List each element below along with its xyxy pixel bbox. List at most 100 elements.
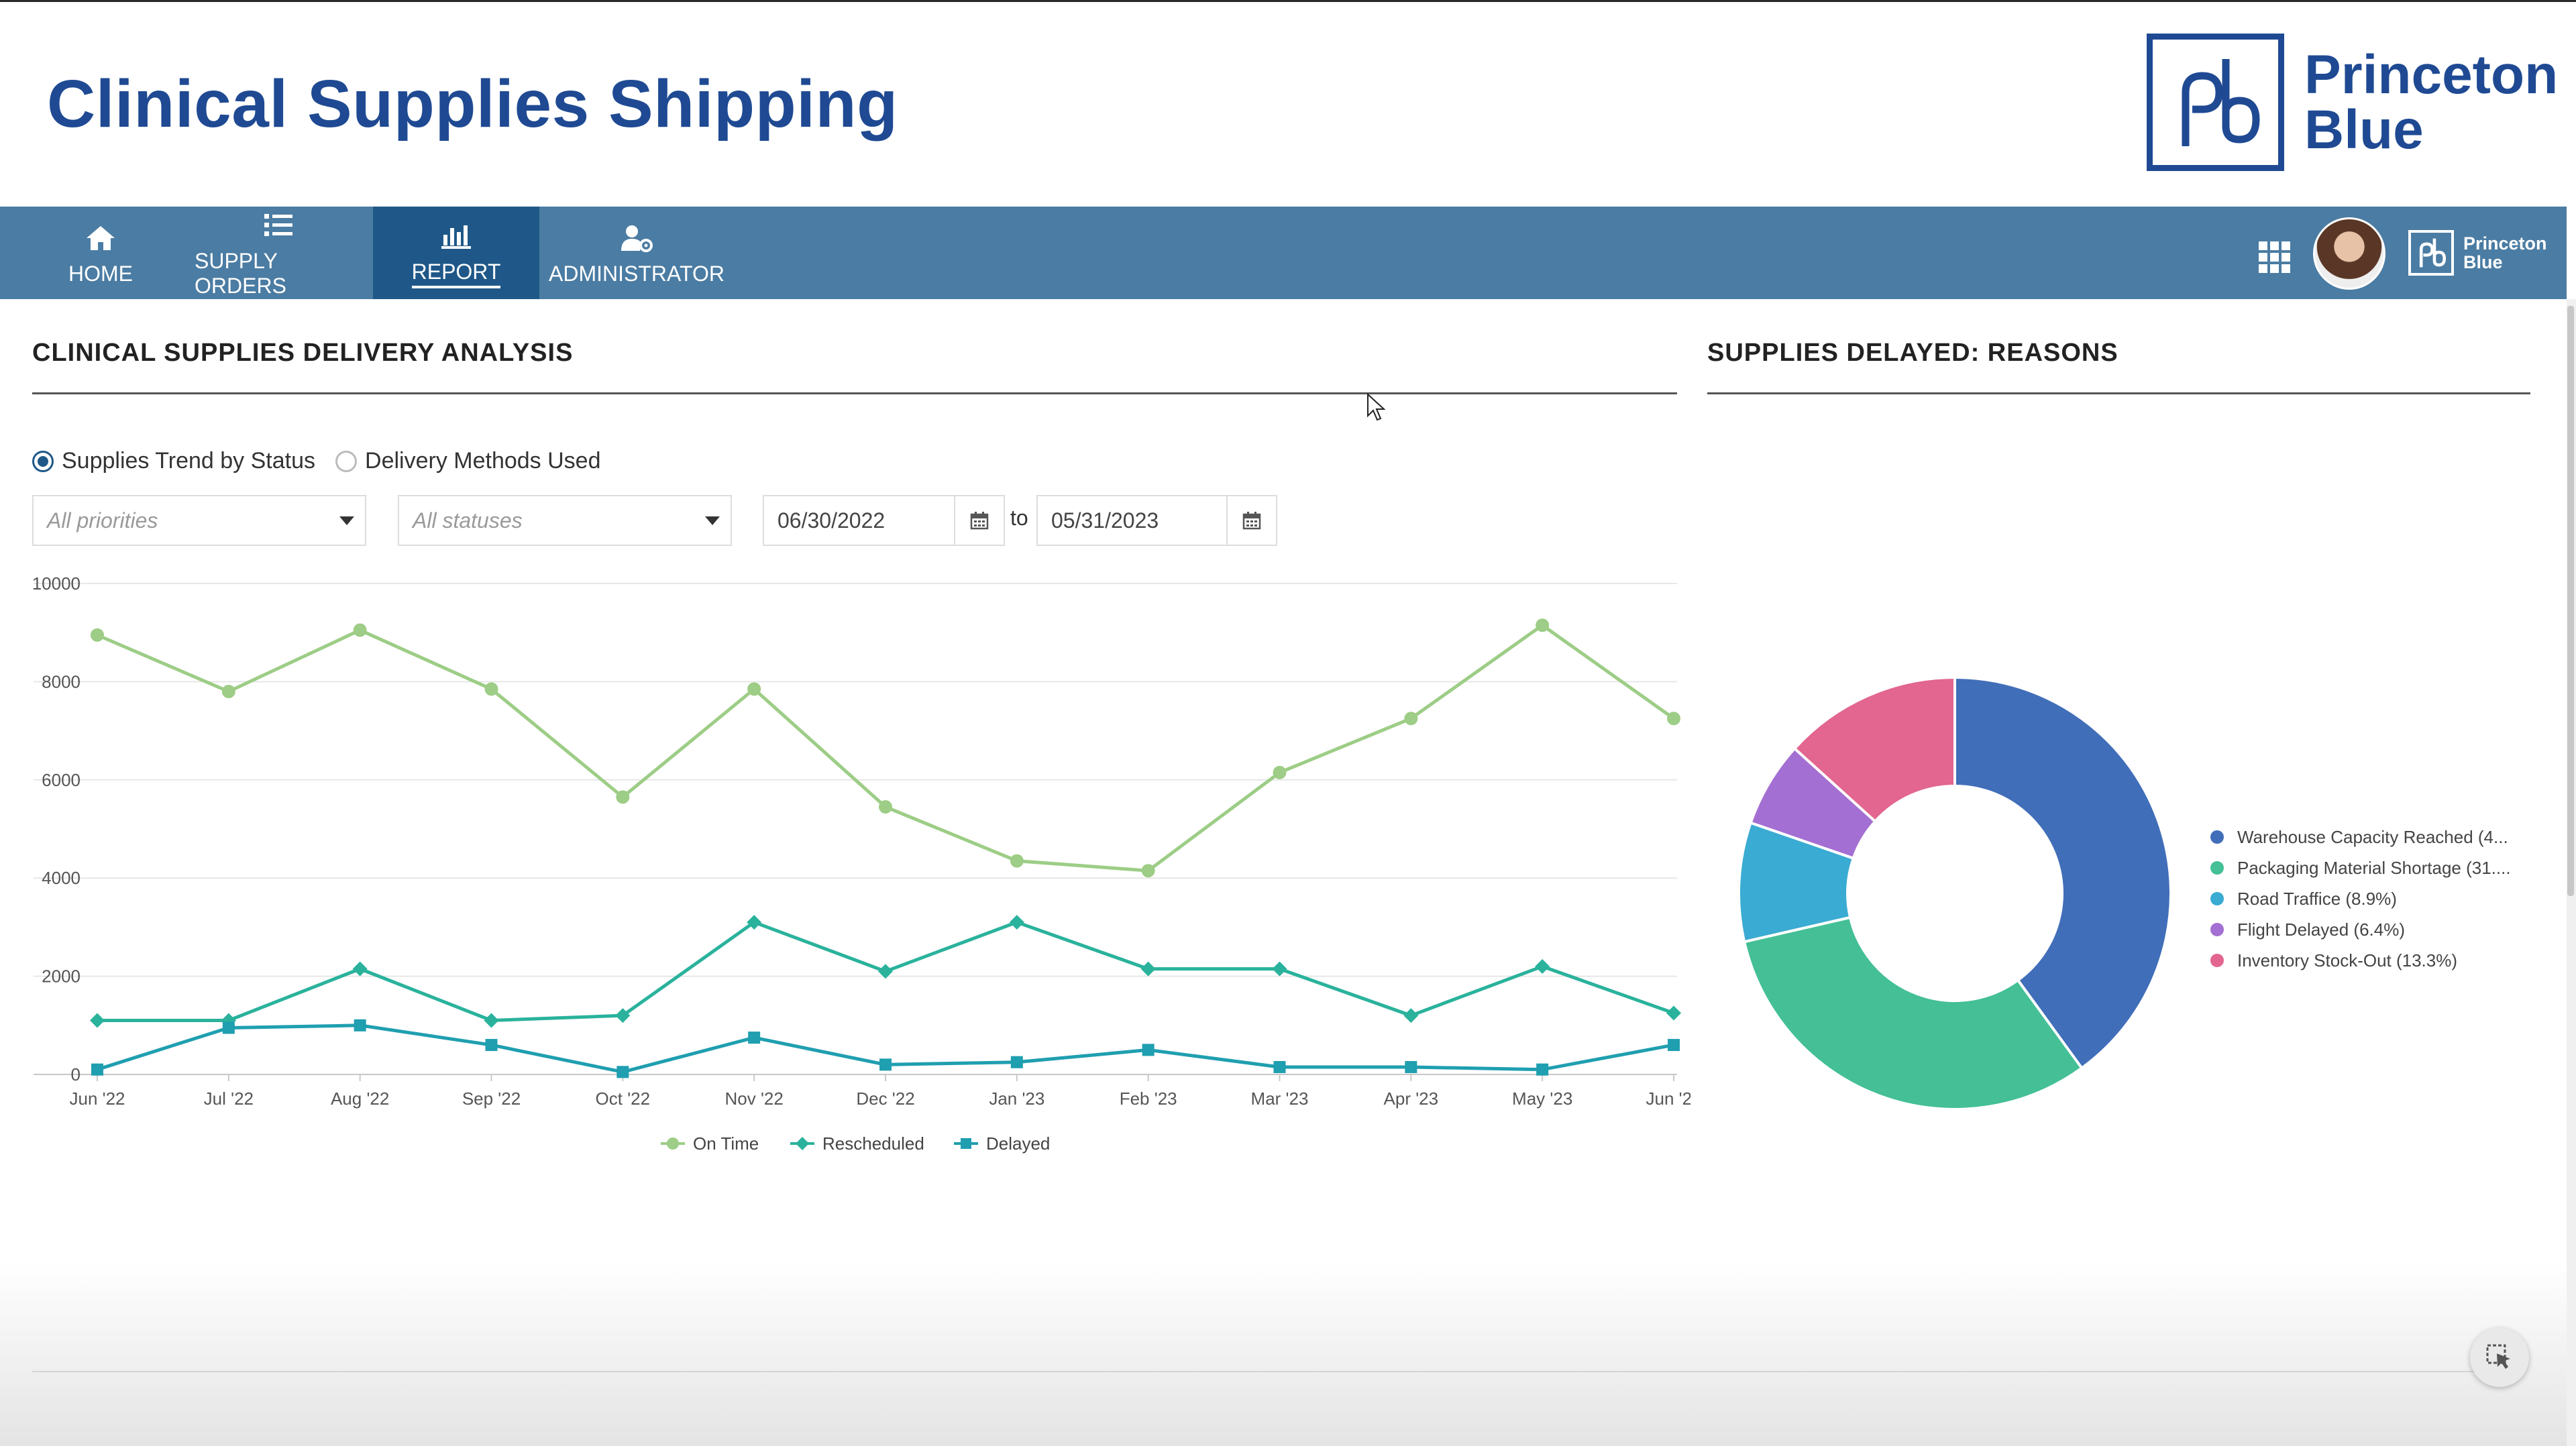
nav-report[interactable]: REPORT — [373, 207, 539, 299]
chevron-down-icon — [339, 516, 354, 525]
data-point-delayed[interactable] — [1405, 1061, 1417, 1074]
calendar-icon — [970, 512, 989, 530]
nav-administrator-label: ADMINISTRATOR — [549, 261, 724, 286]
donut-legend-item-2[interactable]: Road Traffice (8.9%) — [2210, 883, 2511, 914]
main-nav: HOME SUPPLY ORDERS REPORT ADMINISTRATOR — [0, 207, 2567, 299]
delay-reasons-donut-chart — [1737, 675, 2172, 1111]
nav-home[interactable]: HOME — [47, 207, 154, 299]
date-to-input[interactable]: 05/31/2023 — [1036, 495, 1228, 546]
data-point-on-time[interactable] — [1273, 765, 1287, 779]
scrollbar-thumb[interactable] — [2567, 306, 2574, 896]
nav-supply-orders[interactable]: SUPPLY ORDERS — [195, 207, 362, 299]
data-point-delayed[interactable] — [1010, 1056, 1023, 1068]
y-tick-label: 4000 — [42, 868, 80, 888]
legend-dot — [2210, 861, 2224, 875]
data-point-on-time[interactable] — [1141, 864, 1155, 878]
data-point-rescheduled[interactable] — [1272, 961, 1287, 977]
cursor-select-icon — [2486, 1344, 2510, 1369]
data-point-on-time[interactable] — [353, 623, 367, 637]
calendar-from-button[interactable] — [954, 495, 1005, 546]
supplies-trend-line-chart: 0 2000 4000 6000 8000 10000 Jun '22 Jul '22 Aug … — [32, 573, 1690, 1154]
mouse-cursor-icon — [1366, 392, 1387, 426]
x-tick-label: Jun '22 — [69, 1089, 125, 1109]
x-tick-label: Jan '23 — [989, 1089, 1044, 1109]
radio-supplies-trend[interactable] — [32, 450, 54, 472]
legend-marker — [667, 1137, 679, 1150]
y-tick-label: 8000 — [42, 671, 80, 691]
nav-administrator[interactable]: ADMINISTRATOR — [549, 207, 724, 299]
legend-label: Rescheduled — [822, 1133, 924, 1154]
x-tick-label: Mar '23 — [1251, 1089, 1309, 1109]
data-point-on-time[interactable] — [1667, 712, 1680, 726]
data-point-delayed[interactable] — [222, 1021, 235, 1034]
donut-legend-label: Road Traffice (8.9%) — [2237, 888, 2397, 909]
page-title: Clinical Supplies Shipping — [47, 66, 898, 142]
data-point-on-time[interactable] — [1536, 618, 1550, 632]
apps-grid-icon[interactable] — [2257, 240, 2292, 275]
data-point-rescheduled[interactable] — [1140, 961, 1156, 977]
legend-dot — [2210, 923, 2224, 936]
donut-legend-label: Flight Delayed (6.4%) — [2237, 919, 2405, 940]
legend-dot — [2210, 954, 2224, 967]
data-point-on-time[interactable] — [91, 628, 104, 642]
status-select[interactable]: All statuses — [398, 495, 732, 546]
nav-home-label: HOME — [68, 261, 133, 286]
nav-princeton-blue-logo: Princeton Blue — [2408, 228, 2547, 278]
data-point-rescheduled[interactable] — [1403, 1008, 1419, 1023]
data-point-on-time[interactable] — [616, 790, 630, 804]
legend-item-on-time[interactable]: On Time — [661, 1133, 759, 1154]
data-point-delayed[interactable] — [616, 1066, 629, 1078]
data-point-on-time[interactable] — [1010, 854, 1024, 868]
data-point-on-time[interactable] — [484, 682, 498, 696]
data-point-rescheduled[interactable] — [1535, 958, 1550, 974]
data-point-delayed[interactable] — [1142, 1044, 1155, 1056]
radio-delivery-methods[interactable] — [335, 450, 358, 472]
data-point-delayed[interactable] — [1668, 1039, 1680, 1052]
donut-legend-item-1[interactable]: Packaging Material Shortage (31.... — [2210, 852, 2511, 883]
data-point-on-time[interactable] — [221, 685, 235, 699]
data-point-rescheduled[interactable] — [1666, 1005, 1681, 1021]
page-footer — [0, 1261, 2567, 1446]
data-point-delayed[interactable] — [485, 1039, 498, 1052]
donut-legend-item-4[interactable]: Inventory Stock-Out (13.3%) — [2210, 945, 2511, 976]
donut-slice-0[interactable] — [1953, 675, 2172, 1070]
data-point-on-time[interactable] — [1404, 712, 1418, 726]
data-point-delayed[interactable] — [91, 1063, 103, 1076]
legend-label: Delayed — [986, 1133, 1050, 1154]
analysis-title: CLINICAL SUPPLIES DELIVERY ANALYSIS — [32, 339, 574, 367]
avatar[interactable] — [2313, 217, 2385, 290]
data-point-rescheduled[interactable] — [90, 1013, 105, 1028]
data-point-on-time[interactable] — [879, 800, 892, 814]
data-point-delayed[interactable] — [1536, 1063, 1549, 1076]
data-point-rescheduled[interactable] — [615, 1008, 631, 1023]
donut-slice-4[interactable] — [1792, 675, 1956, 824]
legend-label: On Time — [693, 1133, 759, 1154]
date-from-input[interactable]: 06/30/2022 — [763, 495, 955, 546]
donut-legend-item-3[interactable]: Flight Delayed (6.4%) — [2210, 914, 2511, 945]
floating-select-tool-button[interactable] — [2470, 1328, 2529, 1387]
priority-select[interactable]: All priorities — [32, 495, 366, 546]
legend-item-rescheduled[interactable]: Rescheduled — [790, 1133, 924, 1154]
data-point-delayed[interactable] — [748, 1032, 761, 1044]
data-point-delayed[interactable] — [1273, 1061, 1286, 1074]
data-point-rescheduled[interactable] — [352, 961, 368, 977]
data-point-rescheduled[interactable] — [1009, 915, 1024, 930]
data-point-rescheduled[interactable] — [484, 1013, 499, 1028]
data-point-delayed[interactable] — [354, 1019, 366, 1032]
chevron-down-icon — [705, 516, 720, 525]
y-tick-label: 2000 — [42, 966, 80, 987]
x-tick-label: Sep '22 — [462, 1089, 521, 1109]
legend-marker — [796, 1137, 809, 1150]
data-point-rescheduled[interactable] — [878, 964, 893, 979]
donut-slice-1[interactable] — [1742, 915, 2084, 1111]
data-point-delayed[interactable] — [879, 1058, 892, 1071]
reasons-title: SUPPLIES DELAYED: REASONS — [1707, 339, 2118, 367]
x-tick-label: Dec '22 — [856, 1089, 914, 1109]
donut-legend-label: Inventory Stock-Out (13.3%) — [2237, 950, 2458, 970]
legend-item-delayed[interactable]: Delayed — [954, 1133, 1050, 1154]
donut-legend-item-0[interactable]: Warehouse Capacity Reached (4... — [2210, 822, 2511, 852]
data-point-rescheduled[interactable] — [747, 915, 762, 930]
calendar-to-button[interactable] — [1226, 495, 1277, 546]
legend-dot — [2210, 892, 2224, 905]
data-point-on-time[interactable] — [747, 682, 761, 696]
